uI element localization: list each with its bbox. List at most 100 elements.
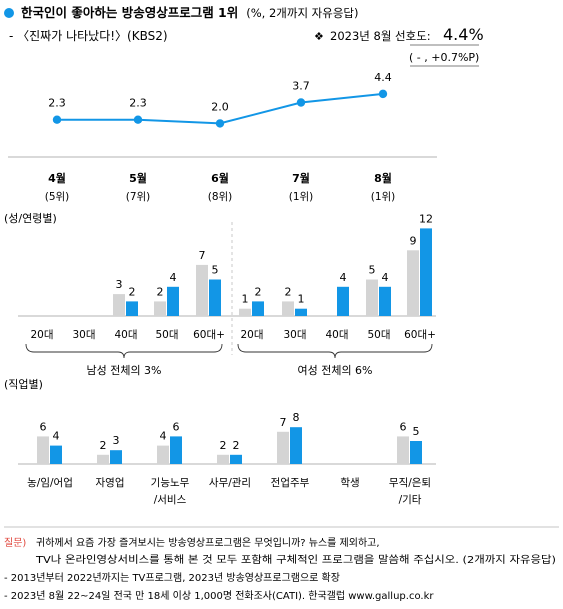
bar-blue bbox=[170, 436, 182, 464]
bar-gray-value: 6 bbox=[40, 420, 47, 433]
category-label: 농/임/어업 bbox=[27, 476, 73, 489]
category-label: 40대 bbox=[114, 329, 137, 341]
bar-gray bbox=[407, 250, 419, 316]
bar-gray-value: 1 bbox=[242, 293, 249, 306]
bar-blue-value: 12 bbox=[419, 212, 433, 225]
bar-blue-value: 5 bbox=[212, 264, 219, 277]
bar-gray bbox=[282, 301, 294, 316]
trend-line-chart: 2.3 4월 (5위) 2.3 5월 (7위) 2.0 6월 (8위) 3.7 7월 (1위) 4.4 8… bbox=[8, 71, 437, 203]
category-label: /기타 bbox=[399, 494, 422, 506]
bar-gray-value: 7 bbox=[280, 416, 287, 429]
bar-blue-value: 5 bbox=[413, 425, 420, 438]
bar-gray bbox=[196, 264, 208, 316]
preference-value: 4.4% bbox=[443, 25, 484, 44]
category-label: 기능노무 bbox=[151, 477, 190, 489]
male-group-label: 남성 전체의 3% bbox=[86, 364, 161, 377]
trend-value-label: 2.3 bbox=[48, 97, 66, 110]
bar-blue bbox=[252, 301, 264, 316]
bar-blue-value: 1 bbox=[298, 293, 305, 306]
bar-gray bbox=[154, 301, 166, 316]
question-line-2: TV나 온라인영상서비스를 통해 본 것 모두 포함해 구체적인 프로그램을 말… bbox=[35, 553, 556, 566]
question-line-1: 귀하께서 요즘 가장 즐겨보시는 방송영상프로그램은 무엇입니까? 뉴스를 제외… bbox=[36, 536, 380, 549]
trend-rank-label: (8위) bbox=[208, 190, 233, 203]
bar-gray-value: 7 bbox=[199, 249, 206, 262]
bar-blue bbox=[290, 427, 302, 464]
chart-title-unit: (%, 2개까지 자유응답) bbox=[246, 6, 358, 20]
category-label: 학생 bbox=[340, 477, 359, 489]
bar-gray-value: 4 bbox=[160, 430, 167, 443]
bar-gray bbox=[97, 454, 109, 464]
bar-gray-value: 2 bbox=[220, 439, 227, 452]
svg-text:한국인이 좋아하는 방송영상프로그램 1위 (%: 한국인이 좋아하는 방송영상프로그램 1위 (%, 2개까지 자유응답) bbox=[21, 5, 359, 20]
bar-gray-value: 2 bbox=[157, 285, 164, 298]
bar-blue-value: 4 bbox=[170, 271, 177, 284]
bar-blue bbox=[126, 301, 138, 316]
bar-gray-value: 6 bbox=[400, 420, 407, 433]
bar-blue-value: 2 bbox=[129, 285, 136, 298]
bar-blue-value: 2 bbox=[233, 439, 240, 452]
bar-blue bbox=[50, 445, 62, 464]
trend-month-label: 7월 bbox=[292, 171, 310, 185]
trend-value-label: 2.3 bbox=[129, 97, 147, 110]
bar-blue-value: 2 bbox=[255, 285, 262, 298]
bar-blue-value: 8 bbox=[293, 411, 300, 424]
trend-value-label: 4.4 bbox=[374, 71, 392, 84]
preference-change: ( - , +0.7%P) bbox=[409, 51, 479, 64]
trend-month-label: 6월 bbox=[211, 171, 229, 185]
category-label: 사무/관리 bbox=[209, 477, 251, 489]
trend-value-label: 3.7 bbox=[292, 79, 310, 92]
trend-rank-label: (1위) bbox=[371, 190, 396, 203]
female-group-label: 여성 전체의 6% bbox=[297, 364, 372, 377]
question-label: 질문) bbox=[4, 537, 26, 549]
bar-gray bbox=[277, 431, 289, 464]
bar-gray bbox=[217, 454, 229, 464]
trend-point bbox=[52, 115, 62, 124]
category-label: 50대 bbox=[367, 329, 390, 341]
category-label: 60대+ bbox=[404, 329, 436, 341]
male-group-brace bbox=[25, 343, 223, 359]
bar-blue bbox=[379, 286, 391, 316]
bar-gray bbox=[37, 436, 49, 464]
footer-note-1: - 2013년부터 2022년까지는 TV프로그램, 2023년 방송영상프로그… bbox=[4, 572, 340, 584]
bar-blue-value: 4 bbox=[340, 271, 347, 284]
category-label: 50대 bbox=[155, 329, 178, 341]
bar-gray-value: 5 bbox=[369, 264, 376, 277]
footer-note-2: - 2023년 8월 22~24일 전국 만 18세 이상 1,000명 전화조… bbox=[4, 590, 434, 602]
trend-month-label: 4월 bbox=[48, 171, 66, 185]
title-bullet-icon bbox=[4, 8, 14, 18]
bar-blue-value: 6 bbox=[173, 420, 180, 433]
category-label: 무직/은퇴 bbox=[389, 477, 431, 489]
trend-point bbox=[378, 89, 388, 99]
bar-blue bbox=[167, 286, 179, 316]
category-label: 전업주부 bbox=[271, 476, 310, 489]
bar-blue bbox=[110, 450, 122, 464]
trend-value-label: 2.0 bbox=[211, 100, 229, 113]
bar-gray bbox=[397, 436, 409, 464]
category-label: /서비스 bbox=[154, 494, 187, 506]
bar-gray bbox=[113, 294, 125, 316]
job-section-label: (직업별) bbox=[4, 378, 43, 391]
bar-gray-value: 2 bbox=[100, 439, 107, 452]
marker-icon: ❖ bbox=[314, 30, 324, 43]
bar-blue bbox=[295, 308, 307, 316]
female-group-brace bbox=[237, 343, 433, 359]
category-label: 20대 bbox=[30, 329, 53, 341]
bar-gray bbox=[366, 279, 378, 316]
trend-point bbox=[215, 119, 225, 128]
category-label: 40대 bbox=[325, 329, 348, 341]
bar-blue-value: 3 bbox=[113, 434, 120, 447]
footer: 질문) 귀하께서 요즘 가장 즐겨보시는 방송영상프로그램은 무엇입니까? 뉴스… bbox=[4, 526, 559, 602]
bar-gray-value: 9 bbox=[410, 234, 417, 247]
age-section-label: (성/연령별) bbox=[4, 212, 57, 225]
trend-point bbox=[296, 98, 306, 107]
category-label: 20대 bbox=[240, 329, 263, 341]
trend-month-label: 5월 bbox=[129, 171, 147, 185]
chart-title: 한국인이 좋아하는 방송영상프로그램 1위 bbox=[21, 5, 238, 20]
bar-gray-value: 2 bbox=[285, 285, 292, 298]
trend-month-label: 8월 bbox=[374, 171, 392, 185]
trend-point bbox=[133, 115, 143, 124]
trend-rank-label: (1위) bbox=[289, 190, 314, 203]
bar-blue-value: 4 bbox=[53, 430, 60, 443]
